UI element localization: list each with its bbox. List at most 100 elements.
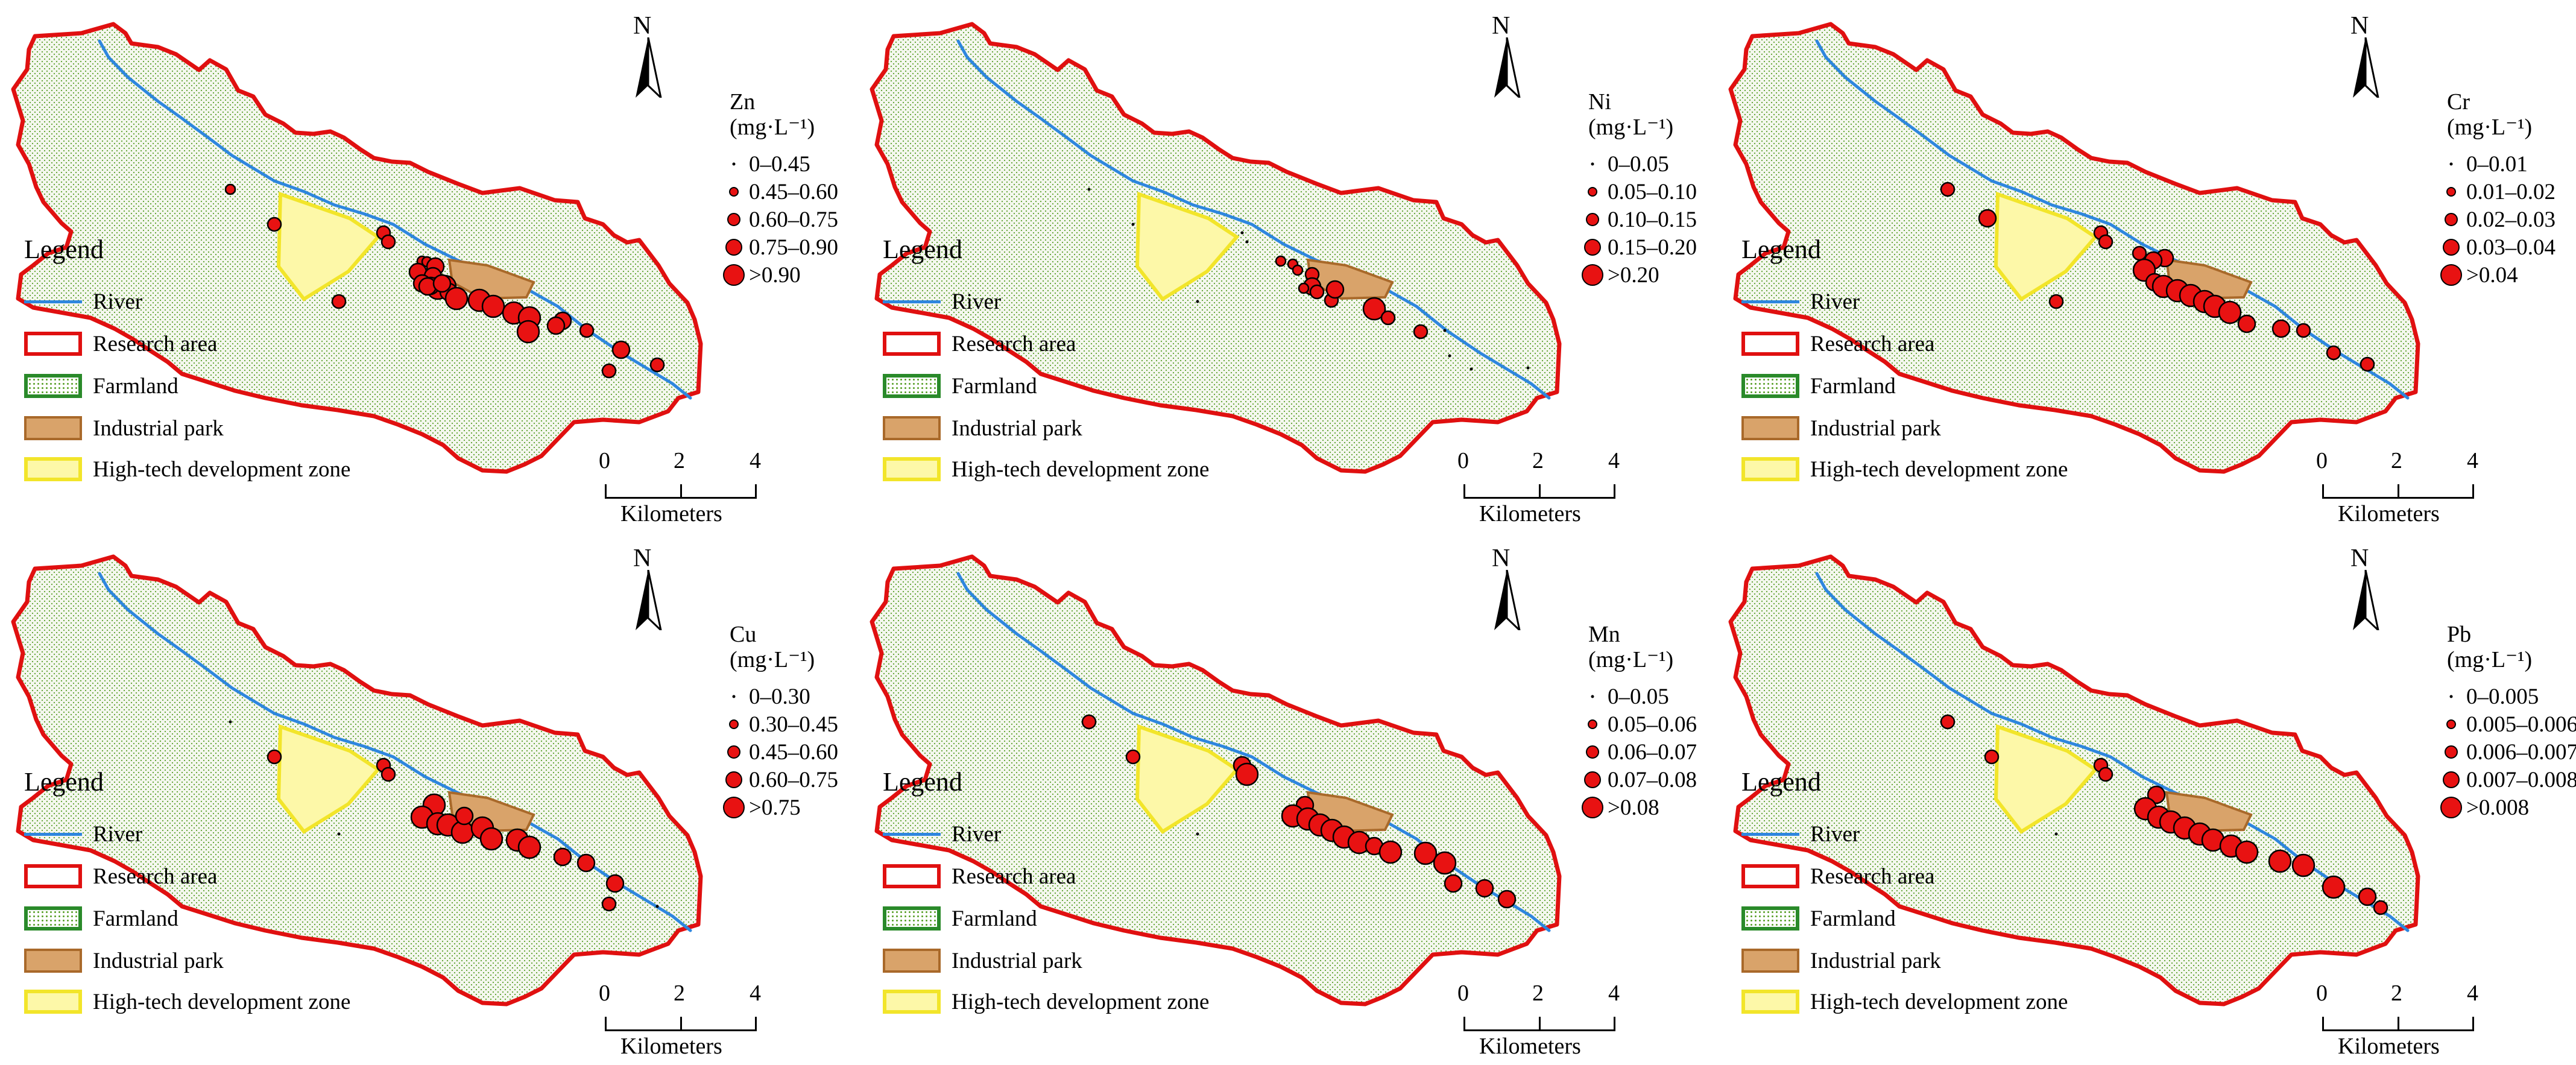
legend-item-label: Farmland <box>93 373 178 399</box>
class-legend-row: 0.45–0.60 <box>719 180 838 204</box>
sample-point <box>2291 853 2316 877</box>
high-tech-zone <box>276 191 381 302</box>
sample-point <box>1131 223 1135 226</box>
scale-tick-label: 2 <box>2391 448 2402 473</box>
unit-label: (mg·L⁻¹) <box>2447 647 2533 672</box>
class-range-label: 0.02–0.03 <box>2466 207 2555 232</box>
legend-item-river: River <box>883 288 1001 315</box>
class-legend-row: 0.05–0.10 <box>1577 180 1697 204</box>
scale-tick-label: 0 <box>2316 448 2328 473</box>
north-arrow-icon <box>2353 569 2380 633</box>
legend-item-label: Research area <box>93 331 218 356</box>
sample-point <box>2268 849 2292 873</box>
sample-point <box>2235 840 2259 864</box>
sample-size-symbol <box>1588 719 1597 729</box>
scale-tick-label: 0 <box>1457 981 1469 1006</box>
class-legend-row: 0.15–0.20 <box>1577 235 1697 259</box>
class-range-label: 0–0.30 <box>749 684 810 709</box>
class-legend-row: >0.90 <box>719 263 801 287</box>
sample-size-symbol <box>1588 187 1597 197</box>
sample-size-symbol <box>1591 162 1594 166</box>
scale-unit-label: Kilometers <box>1479 1034 1581 1059</box>
class-legend-row: 0–0.005 <box>2436 684 2539 709</box>
class-legend-row: 0.005–0.006 <box>2436 712 2576 736</box>
class-range-label: 0.10–0.15 <box>1608 207 1697 232</box>
unit-label: (mg·L⁻¹) <box>730 115 815 140</box>
sample-point <box>331 294 347 309</box>
sample-point <box>2358 887 2377 906</box>
sample-point <box>1526 366 1530 370</box>
class-legend-row: >0.008 <box>2436 795 2529 820</box>
sample-point <box>2218 300 2242 324</box>
sample-point <box>1196 300 1199 303</box>
scale-unit-label: Kilometers <box>620 501 722 526</box>
legend-item-label: Farmland <box>952 373 1037 399</box>
scale-bar: 0 2 4 Kilometers <box>1453 982 1658 1060</box>
scale-tick-label: 4 <box>2467 448 2478 473</box>
legend-item-label: High-tech development zone <box>952 457 1210 482</box>
sample-point <box>2048 294 2064 309</box>
north-arrow-icon <box>2353 37 2380 101</box>
unit-label: (mg·L⁻¹) <box>1588 647 1674 672</box>
sample-point <box>1245 240 1249 244</box>
legend-item-label: Research area <box>952 331 1076 356</box>
sample-point <box>1413 324 1428 340</box>
north-label: N <box>2350 545 2369 572</box>
legend-item-label: Research area <box>1810 864 1935 889</box>
north-label: N <box>633 545 652 572</box>
sample-point <box>1081 714 1097 730</box>
class-range-label: >0.04 <box>2466 262 2518 288</box>
sample-point <box>1978 209 1997 228</box>
map-canvas <box>1728 22 2420 474</box>
class-legend-row: 0.60–0.75 <box>719 768 838 792</box>
class-range-label: >0.20 <box>1608 262 1659 288</box>
sample-point <box>1275 255 1287 267</box>
north-arrow <box>627 37 669 101</box>
sample-point <box>1433 851 1457 875</box>
sample-size-symbol <box>2449 162 2453 166</box>
class-range-label: 0–0.05 <box>1608 684 1669 709</box>
sample-size-symbol <box>2443 771 2460 788</box>
scale-bar: 0 2 4 Kilometers <box>2311 449 2516 528</box>
map-canvas <box>11 554 703 1007</box>
north-arrow-icon <box>1494 569 1521 633</box>
north-label: N <box>1492 12 1511 40</box>
legend-item-farm: Farmland <box>1741 373 1896 399</box>
legend-item-river: River <box>1741 288 1860 315</box>
class-legend-row: >0.08 <box>1577 795 1659 820</box>
class-legend-row: 0.007–0.008 <box>2436 768 2576 792</box>
sample-point <box>2322 875 2346 899</box>
legend-item-label: Farmland <box>93 906 178 931</box>
class-legend-row: 0.75–0.90 <box>719 235 838 259</box>
sample-size-symbol <box>2446 187 2456 197</box>
sample-point <box>516 320 540 344</box>
sample-point <box>2098 234 2114 250</box>
map-panel-ni: N Ni (mg·L⁻¹) 0–0.05 0.05–0.10 0.10–0.15 0.15–… <box>859 0 1717 532</box>
sample-point <box>481 294 505 318</box>
class-legend-row: >0.75 <box>719 795 801 820</box>
map-panel-cu: N Cu (mg·L⁻¹) 0–0.30 0.30–0.45 0.45–0.60 0.60–… <box>0 532 859 1065</box>
legend-item-hitech: High-tech development zone <box>1741 988 2068 1015</box>
legend-item-farm: Farmland <box>883 373 1037 399</box>
legend-item-hitech: High-tech development zone <box>883 456 1209 482</box>
scale-unit-label: Kilometers <box>2338 1034 2440 1059</box>
legend-title: Legend <box>24 235 104 264</box>
class-range-label: 0.06–0.07 <box>1608 739 1697 765</box>
element-title: Cr <box>2447 89 2470 115</box>
sample-point <box>601 363 617 379</box>
sample-size-symbol <box>1591 695 1594 698</box>
scale-tick-label: 2 <box>674 981 685 1006</box>
sample-point <box>2237 314 2256 333</box>
legend-item-label: Industrial park <box>952 948 1082 973</box>
unit-label: (mg·L⁻¹) <box>2447 115 2533 140</box>
class-range-label: >0.08 <box>1608 795 1659 820</box>
sample-size-symbol <box>2449 695 2453 698</box>
map-panel-pb: N Pb (mg·L⁻¹) 0–0.005 0.005–0.006 0.006–0.007… <box>1717 532 2576 1065</box>
sample-point <box>1443 329 1447 332</box>
element-title: Ni <box>1588 89 1611 115</box>
sample-size-symbol <box>723 797 745 818</box>
sample-point <box>546 316 566 335</box>
sample-point <box>444 286 469 311</box>
sample-point <box>1470 367 1473 371</box>
legend-item-ind: Industrial park <box>1741 415 1941 441</box>
